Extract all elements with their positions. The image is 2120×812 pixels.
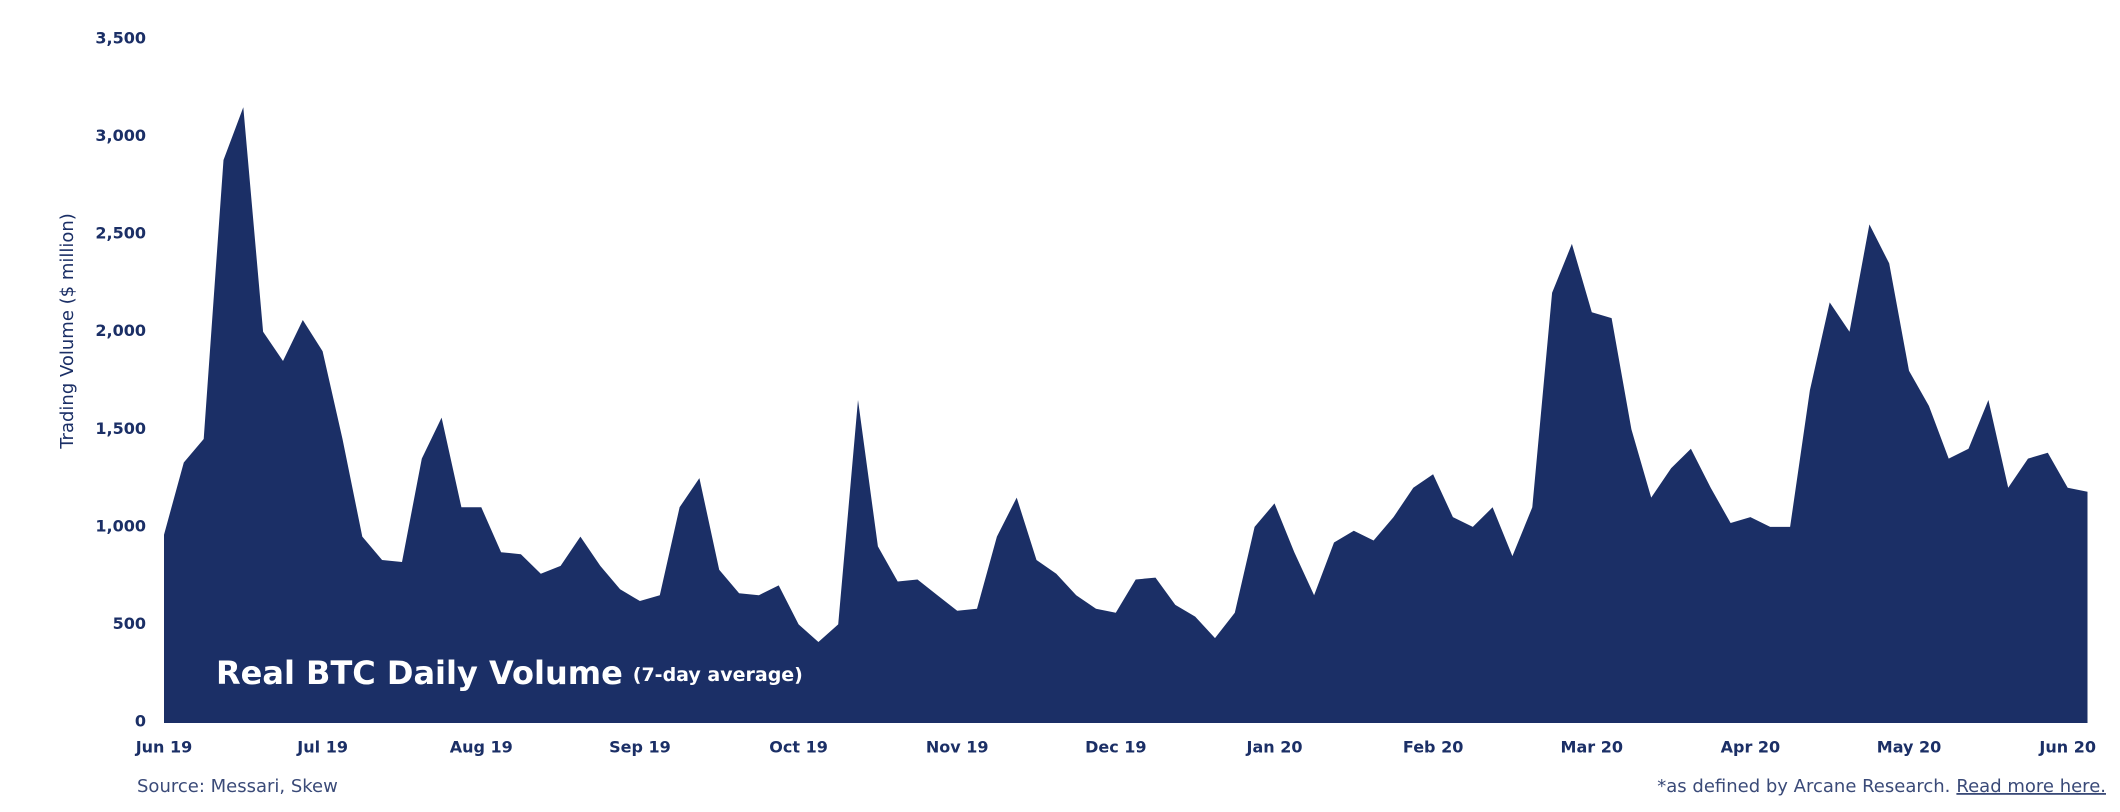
x-tick-label: Oct 19 [769,738,828,757]
y-tick-label: 0 [135,712,146,731]
read-more-link[interactable]: Read more here. [1956,776,2106,797]
y-axis-label: Trading Volume ($ million) [57,213,78,450]
x-tick-label: Jul 19 [296,738,348,757]
x-tick-label: Mar 20 [1561,738,1623,757]
y-tick-label: 1,000 [95,516,146,535]
footnote-text: *as defined by Arcane Research. [1657,776,1950,797]
y-tick-label: 3,000 [95,126,146,145]
y-tick-label: 500 [113,614,146,633]
x-tick-label: Dec 19 [1085,738,1146,757]
source-note: Source: Messari, Skew [137,776,338,797]
x-tick-label: Nov 19 [926,738,989,757]
subtitle-text: (7-day average) [633,664,803,686]
x-tick-label: Sep 19 [609,738,671,757]
y-tick-label: 3,500 [95,29,146,48]
y-tick-label: 1,500 [95,419,146,438]
x-tick-label: Jun 19 [135,738,193,757]
area [164,107,2088,723]
x-tick-label: Aug 19 [450,738,513,757]
x-tick-label: Jun 20 [2038,738,2096,757]
plot-area [164,107,2088,723]
chart-title: Real BTC Daily Volume (7-day average) [216,654,803,692]
x-tick-label: Feb 20 [1403,738,1463,757]
y-tick-label: 2,500 [95,224,146,243]
x-tick-label: Jan 20 [1245,738,1302,757]
footnote: *as defined by Arcane Research. Read more… [1657,776,2106,797]
x-tick-label: May 20 [1877,738,1942,757]
x-tick-label: Apr 20 [1721,738,1781,757]
title-text: Real BTC Daily Volume [216,654,623,692]
y-tick-label: 2,000 [95,321,146,340]
